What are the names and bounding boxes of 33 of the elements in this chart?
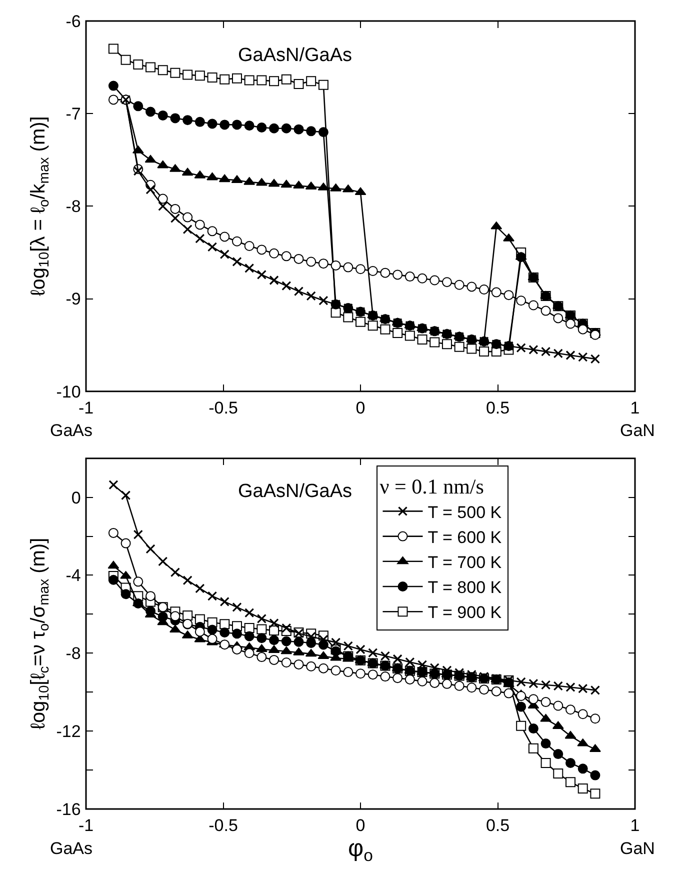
y-tick-label: -8	[66, 197, 81, 216]
text: GaN	[620, 421, 655, 440]
text: GaN	[620, 839, 655, 858]
y-tick-label: -8	[66, 644, 81, 664]
x-tick-label: 1	[630, 816, 640, 836]
y-tick-label: -12	[56, 722, 81, 742]
text: GaAs	[50, 839, 93, 858]
legend-label: T = 600 K	[428, 528, 502, 547]
y-tick-label: 0	[71, 488, 81, 508]
y-tick-label: -6	[66, 12, 81, 31]
x-tick-label: 1	[630, 398, 640, 418]
x-tick-label: 0.5	[486, 398, 510, 418]
text: GaAs	[50, 421, 93, 440]
x-tick-label: -0.5	[208, 816, 238, 836]
y-tick-label: -4	[66, 566, 81, 586]
legend-label: T = 500 K	[428, 502, 502, 522]
annotation: GaAsN/GaAs	[238, 45, 352, 66]
legend-label: T = 900 K	[428, 603, 502, 622]
x-tick-label: 0	[356, 398, 366, 418]
legend-label: T = 700 K	[428, 553, 502, 572]
annotation: GaAsN/GaAs	[238, 481, 352, 502]
x-tick-label: -1	[78, 398, 94, 418]
y-tick-label: -16	[56, 800, 81, 819]
y-tick-label: -9	[66, 290, 81, 309]
x-tick-label: -0.5	[208, 398, 238, 418]
y-tick-label: -10	[56, 382, 81, 402]
x-axis-title: φ$_{o}$	[348, 835, 373, 866]
x-tick-label: 0	[356, 816, 366, 836]
x-tick-label: 0.5	[486, 816, 510, 836]
y-tick-label: -7	[66, 104, 81, 124]
legend-title: ν = 0.1 nm/s	[380, 474, 484, 499]
legend-label: T = 800 K	[428, 578, 502, 598]
x-tick-label: -1	[78, 816, 94, 836]
